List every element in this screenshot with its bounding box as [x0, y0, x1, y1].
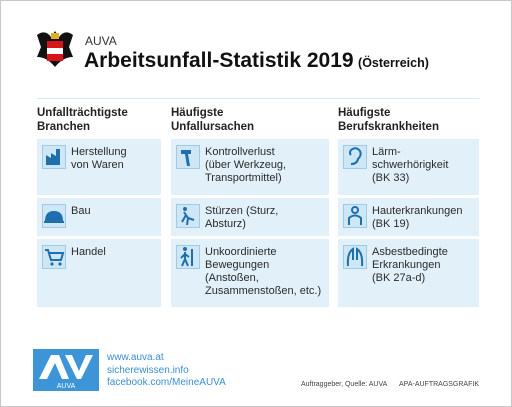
item-line: Bau — [71, 205, 91, 217]
item-line: Erkrankungen — [372, 259, 441, 271]
logo-text: AUVA — [57, 383, 76, 390]
item-icon — [176, 204, 200, 228]
item-text: Asbestbedingte Erkrankungen (BK 27a-d) — [372, 246, 448, 285]
item-line: Unkoordinierte — [205, 246, 277, 258]
item-text: Lärm-schwerhörigkeit (BK 33) — [372, 146, 448, 185]
links: www.auva.at sicherewissen.info facebook.… — [107, 352, 226, 390]
item-line: schwerhörigkeit — [372, 159, 449, 171]
item-text: Hauterkrankungen (BK 19) — [372, 205, 463, 231]
heading-line: Häufigste — [171, 107, 224, 119]
item-icon — [343, 204, 367, 228]
column-heading: Unfallträchtigste Branchen — [37, 106, 161, 134]
item-text: Unkoordinierte Bewegungen (Anstoßen, Zusamm… — [205, 246, 321, 298]
heading-line: Berufskrankheiten — [338, 121, 439, 133]
source: Auftraggeber, Quelle: AUVA — [301, 381, 388, 388]
subtitle: (Österreich) — [358, 56, 429, 70]
org-name: AUVA — [85, 34, 117, 48]
item-icon — [42, 204, 66, 228]
item-line: (BK 27a-d) — [372, 272, 426, 284]
heading-line: Unfallursachen — [171, 121, 255, 133]
column-heading: Häufigste Unfallursachen — [171, 106, 329, 134]
item-text: Stürzen (Sturz, Absturz) — [205, 205, 278, 231]
item-icon — [176, 245, 200, 269]
item-line: (BK 19) — [372, 218, 410, 230]
item-line: Stürzen (Sturz, — [205, 205, 279, 217]
heading-line: Branchen — [37, 121, 91, 133]
item-line: Zusammenstoßen, etc.) — [205, 285, 322, 297]
item-line: (Anstoßen, — [205, 272, 259, 284]
divider — [37, 98, 479, 99]
link: www.auva.at — [107, 352, 164, 363]
credit: APA-AUFTRAGSGRAFIK — [399, 381, 479, 388]
item-line: (BK 33) — [372, 172, 410, 184]
item-icon — [343, 245, 367, 269]
heading-line: Häufigste — [338, 107, 391, 119]
item-text: Herstellung von Waren — [71, 146, 127, 172]
item-icon — [42, 245, 66, 269]
heading-line: Unfallträchtigste — [37, 107, 128, 119]
item-line: Transportmittel) — [205, 172, 282, 184]
item-text: Kontrollverlust (über Werkzeug, Transportm… — [205, 146, 286, 185]
link: sicherewissen.info — [107, 364, 189, 376]
item-line: Handel — [71, 246, 106, 258]
item-line: Kontrollverlust — [205, 146, 275, 158]
item-line: Bewegungen — [205, 259, 270, 271]
column-heading: Häufigste Berufskrankheiten — [338, 106, 479, 134]
item-line: von Waren — [71, 159, 124, 171]
item-icon — [42, 145, 66, 169]
link: facebook.com/MeineAUVA — [107, 377, 226, 388]
item-line: Hauterkrankungen — [372, 205, 463, 217]
item-line: Lärm- — [372, 146, 401, 158]
item-icon — [343, 145, 367, 169]
item-line: (über Werkzeug, — [205, 159, 287, 171]
title: Arbeitsunfall-Statistik 2019 — [84, 49, 354, 72]
item-line: Absturz) — [205, 218, 246, 230]
auva-logo: AUVA — [33, 349, 99, 391]
title-row: Arbeitsunfall-Statistik 2019 (Österreich… — [84, 49, 429, 73]
item-icon — [176, 145, 200, 169]
item-text: Bau — [71, 205, 91, 218]
coat-of-arms — [37, 31, 73, 67]
item-line: Herstellung — [71, 146, 127, 158]
item-line: Asbestbedingte — [372, 246, 448, 258]
item-text: Handel — [71, 246, 106, 259]
